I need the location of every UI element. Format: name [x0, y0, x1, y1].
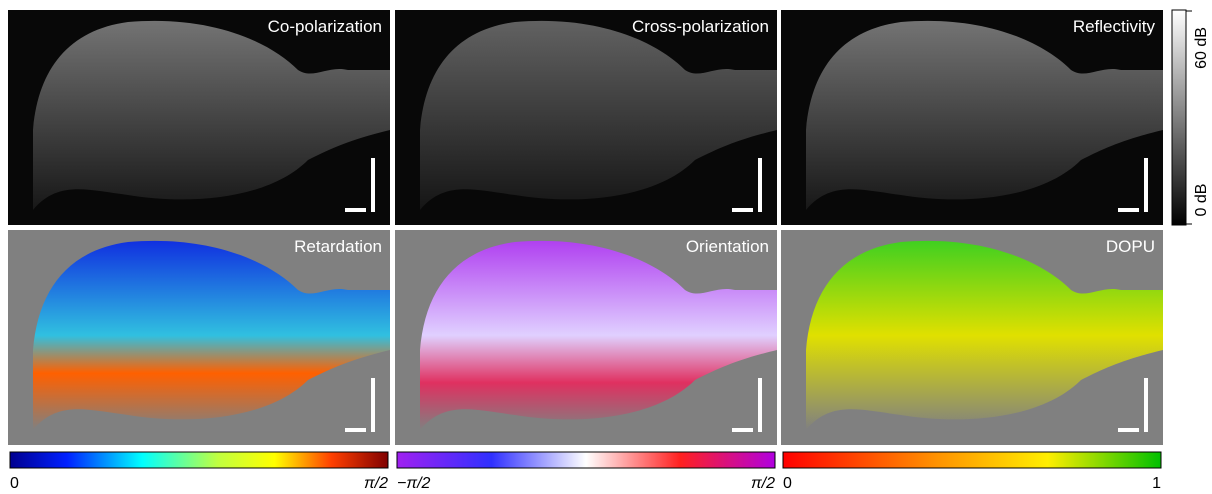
colorbar: −π/2 π/2 [397, 452, 775, 492]
panel-label: Reflectivity [1073, 17, 1156, 36]
colorbar-label: 0 [783, 475, 792, 492]
colorbar: 0 π/2 [10, 452, 388, 492]
colorbar-label: 0 [10, 475, 19, 492]
colorbar: 0 1 [783, 452, 1161, 492]
panel: Reflectivity [781, 10, 1163, 225]
bar-label: 60 dB [1193, 27, 1210, 69]
colorbar-label: 1 [1152, 475, 1161, 492]
panel: Orientation [395, 230, 777, 445]
bar-label: 0 dB [1193, 184, 1210, 217]
colorbar-label: −π/2 [397, 475, 431, 492]
panel-label: Retardation [294, 237, 382, 256]
colorbar-label: π/2 [751, 475, 775, 492]
intensity-bar: 60 dB 0 dB [1172, 10, 1210, 225]
panel-label: DOPU [1106, 237, 1155, 256]
panel: Cross-polarization [395, 10, 777, 225]
panel-label: Co-polarization [268, 17, 382, 36]
figure: Co-polarization Cross-polarization Refle… [0, 0, 1212, 494]
colorbar-label: π/2 [364, 475, 388, 492]
panel: Retardation [8, 230, 390, 445]
panel-label: Cross-polarization [632, 17, 769, 36]
panel-label: Orientation [686, 237, 769, 256]
panel: DOPU [781, 230, 1163, 445]
panel: Co-polarization [8, 10, 390, 225]
